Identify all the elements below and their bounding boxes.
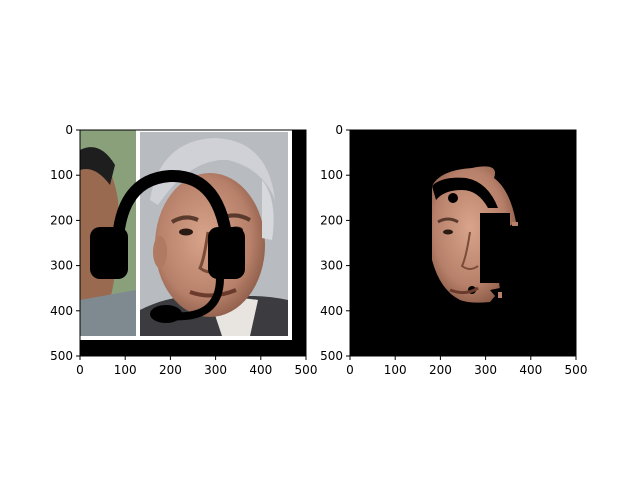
right-axes-frame — [349, 129, 577, 357]
left-x-ticks: 0 100 200 300 400 500 — [76, 356, 317, 377]
y-tick-label: 300 — [320, 259, 343, 273]
x-tick-label: 200 — [159, 363, 182, 377]
x-tick-label: 100 — [114, 363, 137, 377]
y-tick-label: 100 — [50, 168, 73, 182]
y-tick-label: 0 — [335, 123, 343, 137]
x-tick-label: 100 — [384, 363, 407, 377]
x-tick-label: 0 — [76, 363, 84, 377]
y-tick-label: 200 — [320, 213, 343, 227]
left-axes: 0 100 200 300 400 500 0 100 200 300 400 500 — [50, 123, 317, 377]
y-tick-label: 200 — [50, 213, 73, 227]
right-x-ticks: 0 100 200 300 400 500 — [346, 356, 587, 377]
x-tick-label: 400 — [249, 363, 272, 377]
x-tick-label: 300 — [474, 363, 497, 377]
left-image — [80, 130, 306, 356]
y-tick-label: 500 — [320, 349, 343, 363]
x-tick-label: 500 — [295, 363, 318, 377]
right-axes: 0 100 200 300 400 500 0 100 200 300 400 500 — [320, 123, 587, 377]
y-tick-label: 300 — [50, 259, 73, 273]
x-tick-label: 200 — [429, 363, 452, 377]
x-tick-label: 500 — [565, 363, 588, 377]
left-y-ticks: 0 100 200 300 400 500 — [50, 123, 80, 363]
y-tick-label: 400 — [320, 304, 343, 318]
x-tick-label: 0 — [346, 363, 354, 377]
y-tick-label: 500 — [50, 349, 73, 363]
headset-icon — [90, 169, 245, 323]
left-axes-frame — [79, 129, 307, 357]
y-tick-label: 100 — [320, 168, 343, 182]
right-y-ticks: 0 100 200 300 400 500 — [320, 123, 350, 363]
y-tick-label: 400 — [50, 304, 73, 318]
x-tick-label: 400 — [519, 363, 542, 377]
x-tick-label: 300 — [204, 363, 227, 377]
right-image — [350, 130, 576, 356]
y-tick-label: 0 — [65, 123, 73, 137]
